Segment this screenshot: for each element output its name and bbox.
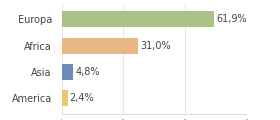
Bar	[62, 38, 138, 54]
Bar	[62, 12, 214, 27]
Bar	[62, 90, 67, 106]
Bar	[62, 64, 73, 80]
Text: 4,8%: 4,8%	[75, 67, 100, 77]
Text: 61,9%: 61,9%	[216, 14, 247, 24]
Text: 2,4%: 2,4%	[69, 93, 94, 103]
Text: 31,0%: 31,0%	[140, 41, 171, 51]
